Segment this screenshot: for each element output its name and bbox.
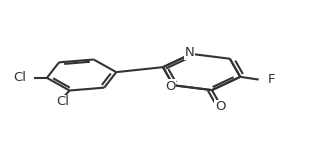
Text: O: O <box>165 80 175 93</box>
Text: Cl: Cl <box>56 95 69 108</box>
Text: N: N <box>185 46 195 59</box>
Text: Cl: Cl <box>13 71 26 84</box>
Text: F: F <box>268 73 275 86</box>
Text: O: O <box>215 100 226 113</box>
